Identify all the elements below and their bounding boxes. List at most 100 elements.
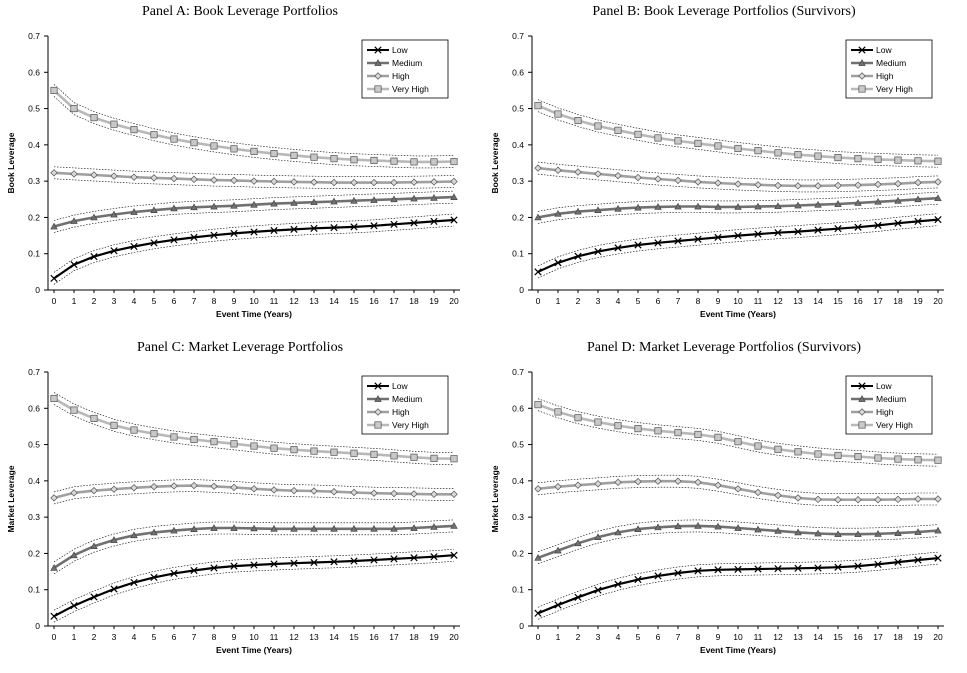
x-tick-label: 16: [369, 296, 379, 306]
data-point: [430, 553, 438, 561]
y-tick-label: 0.4: [28, 476, 40, 486]
series-high: [50, 166, 458, 189]
data-point: [50, 394, 58, 403]
data-point: [934, 554, 942, 562]
data-point: [874, 454, 882, 462]
legend-marker: [858, 46, 866, 54]
data-point: [654, 203, 662, 210]
data-point: [450, 551, 458, 559]
y-tick-label: 0.4: [512, 476, 524, 486]
confidence-band-lower: [537, 225, 939, 279]
data-point: [734, 203, 742, 210]
data-point: [614, 244, 622, 252]
legend-label: Low: [392, 381, 408, 391]
data-point: [634, 525, 642, 532]
data-point: [310, 558, 318, 567]
data-point: [270, 560, 278, 568]
x-tick-label: 3: [112, 296, 117, 306]
data-point: [794, 564, 802, 572]
series-low: [50, 213, 458, 285]
confidence-band-upper: [537, 474, 938, 494]
y-tick-label: 0.1: [28, 249, 40, 259]
data-point: [250, 442, 258, 450]
y-tick-label: 0.6: [512, 67, 524, 77]
data-point: [330, 524, 338, 532]
legend-marker: [858, 382, 866, 390]
data-point: [310, 153, 318, 161]
legend: Low Medium High Very High: [845, 375, 933, 435]
data-point: [814, 152, 822, 160]
legend-item: Medium: [851, 394, 906, 404]
data-point: [130, 426, 138, 434]
data-point: [70, 105, 78, 113]
data-point: [714, 481, 722, 489]
data-point: [270, 150, 278, 158]
x-tick-label: 11: [754, 632, 763, 642]
data-point: [390, 452, 398, 460]
data-point: [834, 451, 842, 460]
data-point: [774, 565, 782, 573]
legend-item: High: [367, 407, 410, 417]
legend: Low Medium High Very High: [361, 375, 449, 435]
y-tick-label: 0.5: [28, 104, 40, 114]
data-point: [250, 228, 258, 236]
data-point: [814, 200, 822, 208]
data-point: [774, 445, 782, 453]
data-point: [774, 229, 782, 237]
x-tick-label: 7: [676, 632, 681, 642]
data-point: [614, 204, 622, 212]
data-point: [914, 495, 922, 503]
data-point: [370, 222, 378, 230]
data-point: [150, 528, 158, 536]
data-point: [70, 217, 78, 224]
legend-label: Very High: [876, 84, 913, 94]
data-point: [410, 194, 418, 202]
series-line: [53, 218, 455, 280]
data-point: [574, 168, 582, 176]
y-tick-label: 0.3: [28, 512, 40, 522]
legend-marker: [858, 421, 866, 429]
data-point: [290, 446, 298, 454]
data-point: [210, 142, 218, 150]
data-point: [130, 531, 138, 539]
x-tick-label: 5: [636, 296, 641, 306]
x-tick-label: 9: [716, 632, 721, 642]
data-point: [614, 478, 622, 487]
panel-a: Panel A: Book Leverage Portfolios 0 0.1 0.…: [0, 0, 480, 336]
y-tick-label: 0.2: [512, 212, 524, 222]
data-point: [230, 176, 238, 185]
legend-marker: [374, 395, 382, 402]
confidence-band-upper: [53, 392, 455, 453]
data-point: [834, 496, 842, 504]
x-tick-label: 0: [536, 296, 541, 306]
data-point: [50, 86, 58, 94]
panel-title: Panel B: Book Leverage Portfolios (Survi…: [592, 4, 856, 19]
data-point: [350, 449, 358, 457]
data-point: [834, 225, 842, 233]
data-point: [190, 435, 198, 444]
data-point: [210, 202, 218, 210]
data-point: [250, 177, 258, 185]
panel-title: Panel D: Market Leverage Portfolios (Sur…: [586, 340, 862, 355]
x-tick-label: 8: [212, 632, 217, 642]
x-tick-label: 15: [349, 632, 359, 642]
data-point: [714, 203, 722, 210]
data-point: [410, 554, 418, 562]
data-point: [554, 259, 562, 267]
legend-marker: [374, 72, 382, 80]
chart-panel-b: 00.10.20.30.40.50.60.70 1 2 3 4 5 6 7 8 9 10 11 12 13…: [490, 31, 944, 319]
x-axis-title: Event Time (Years): [216, 309, 292, 319]
data-point: [714, 179, 722, 187]
legend-item: High: [367, 71, 410, 81]
x-tick-label: 15: [349, 296, 359, 306]
data-point: [854, 199, 862, 206]
data-point: [410, 524, 418, 531]
legend-label: High: [876, 407, 894, 417]
data-point: [50, 169, 58, 177]
data-point: [390, 178, 398, 187]
legend-label: Very High: [876, 420, 913, 430]
data-point: [554, 482, 562, 491]
legend-marker: [374, 421, 382, 429]
x-tick-label: 1: [72, 632, 77, 642]
data-point: [874, 155, 882, 163]
